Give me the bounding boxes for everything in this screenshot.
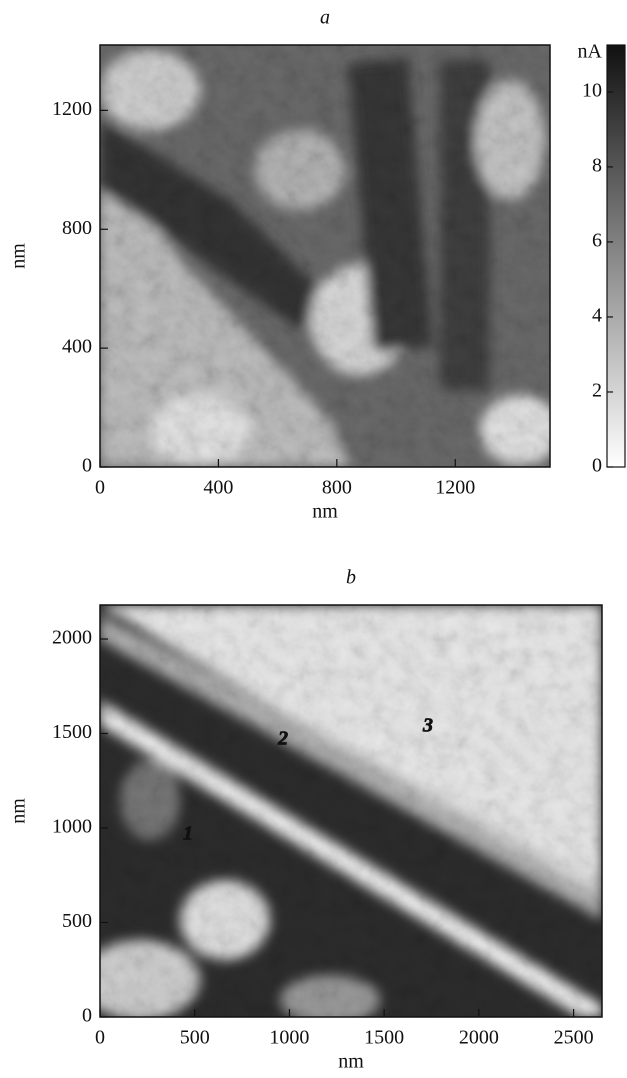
y-tick-label: 0 [82, 455, 92, 477]
colorbar-tick-label: 6 [592, 230, 602, 252]
y-tick-label: 2000 [52, 627, 92, 649]
x-tick-label: 0 [95, 1027, 105, 1049]
colorbar-label: nA [578, 41, 603, 63]
y-tick-label: 0 [82, 1005, 92, 1027]
x-tick-label: 1000 [269, 1027, 309, 1049]
x-tick-label: 1200 [435, 477, 475, 499]
annotation: 1 [183, 823, 193, 845]
x-tick-label: 400 [203, 477, 233, 499]
y-tick-label: 500 [62, 910, 92, 932]
annotation: 3 [422, 715, 433, 737]
image-a [100, 45, 550, 467]
colorbar [606, 44, 626, 468]
y-tick-label: 1500 [52, 721, 92, 743]
x-tick-label: 1500 [364, 1027, 404, 1049]
frame-b [99, 604, 603, 1018]
annotation: 2 [277, 728, 288, 750]
y-axis-label: nm [8, 798, 30, 824]
frame-a [99, 44, 551, 468]
x-tick-label: 0 [95, 477, 105, 499]
colorbar-tick-label: 10 [582, 79, 602, 101]
x-tick-label: 500 [180, 1027, 210, 1049]
x-tick-label: 2500 [554, 1027, 594, 1049]
colorbar-tick-label: 4 [592, 305, 602, 327]
colorbar-tick-label: 2 [592, 380, 602, 402]
panel-title: a [320, 7, 330, 29]
colorbar-tick-label: 8 [592, 155, 602, 177]
y-tick-label: 800 [62, 217, 92, 239]
y-tick-label: 1200 [52, 98, 92, 120]
colorbar-tick-label: 0 [592, 455, 602, 477]
x-axis-label: nm [312, 501, 338, 523]
x-tick-label: 800 [322, 477, 352, 499]
y-tick-label: 400 [62, 336, 92, 358]
y-axis-label: nm [8, 243, 30, 269]
x-axis-label: nm [338, 1051, 364, 1073]
x-tick-label: 2000 [459, 1027, 499, 1049]
image-b [100, 605, 602, 1017]
y-tick-label: 1000 [52, 816, 92, 838]
panel-title: b [346, 567, 356, 589]
